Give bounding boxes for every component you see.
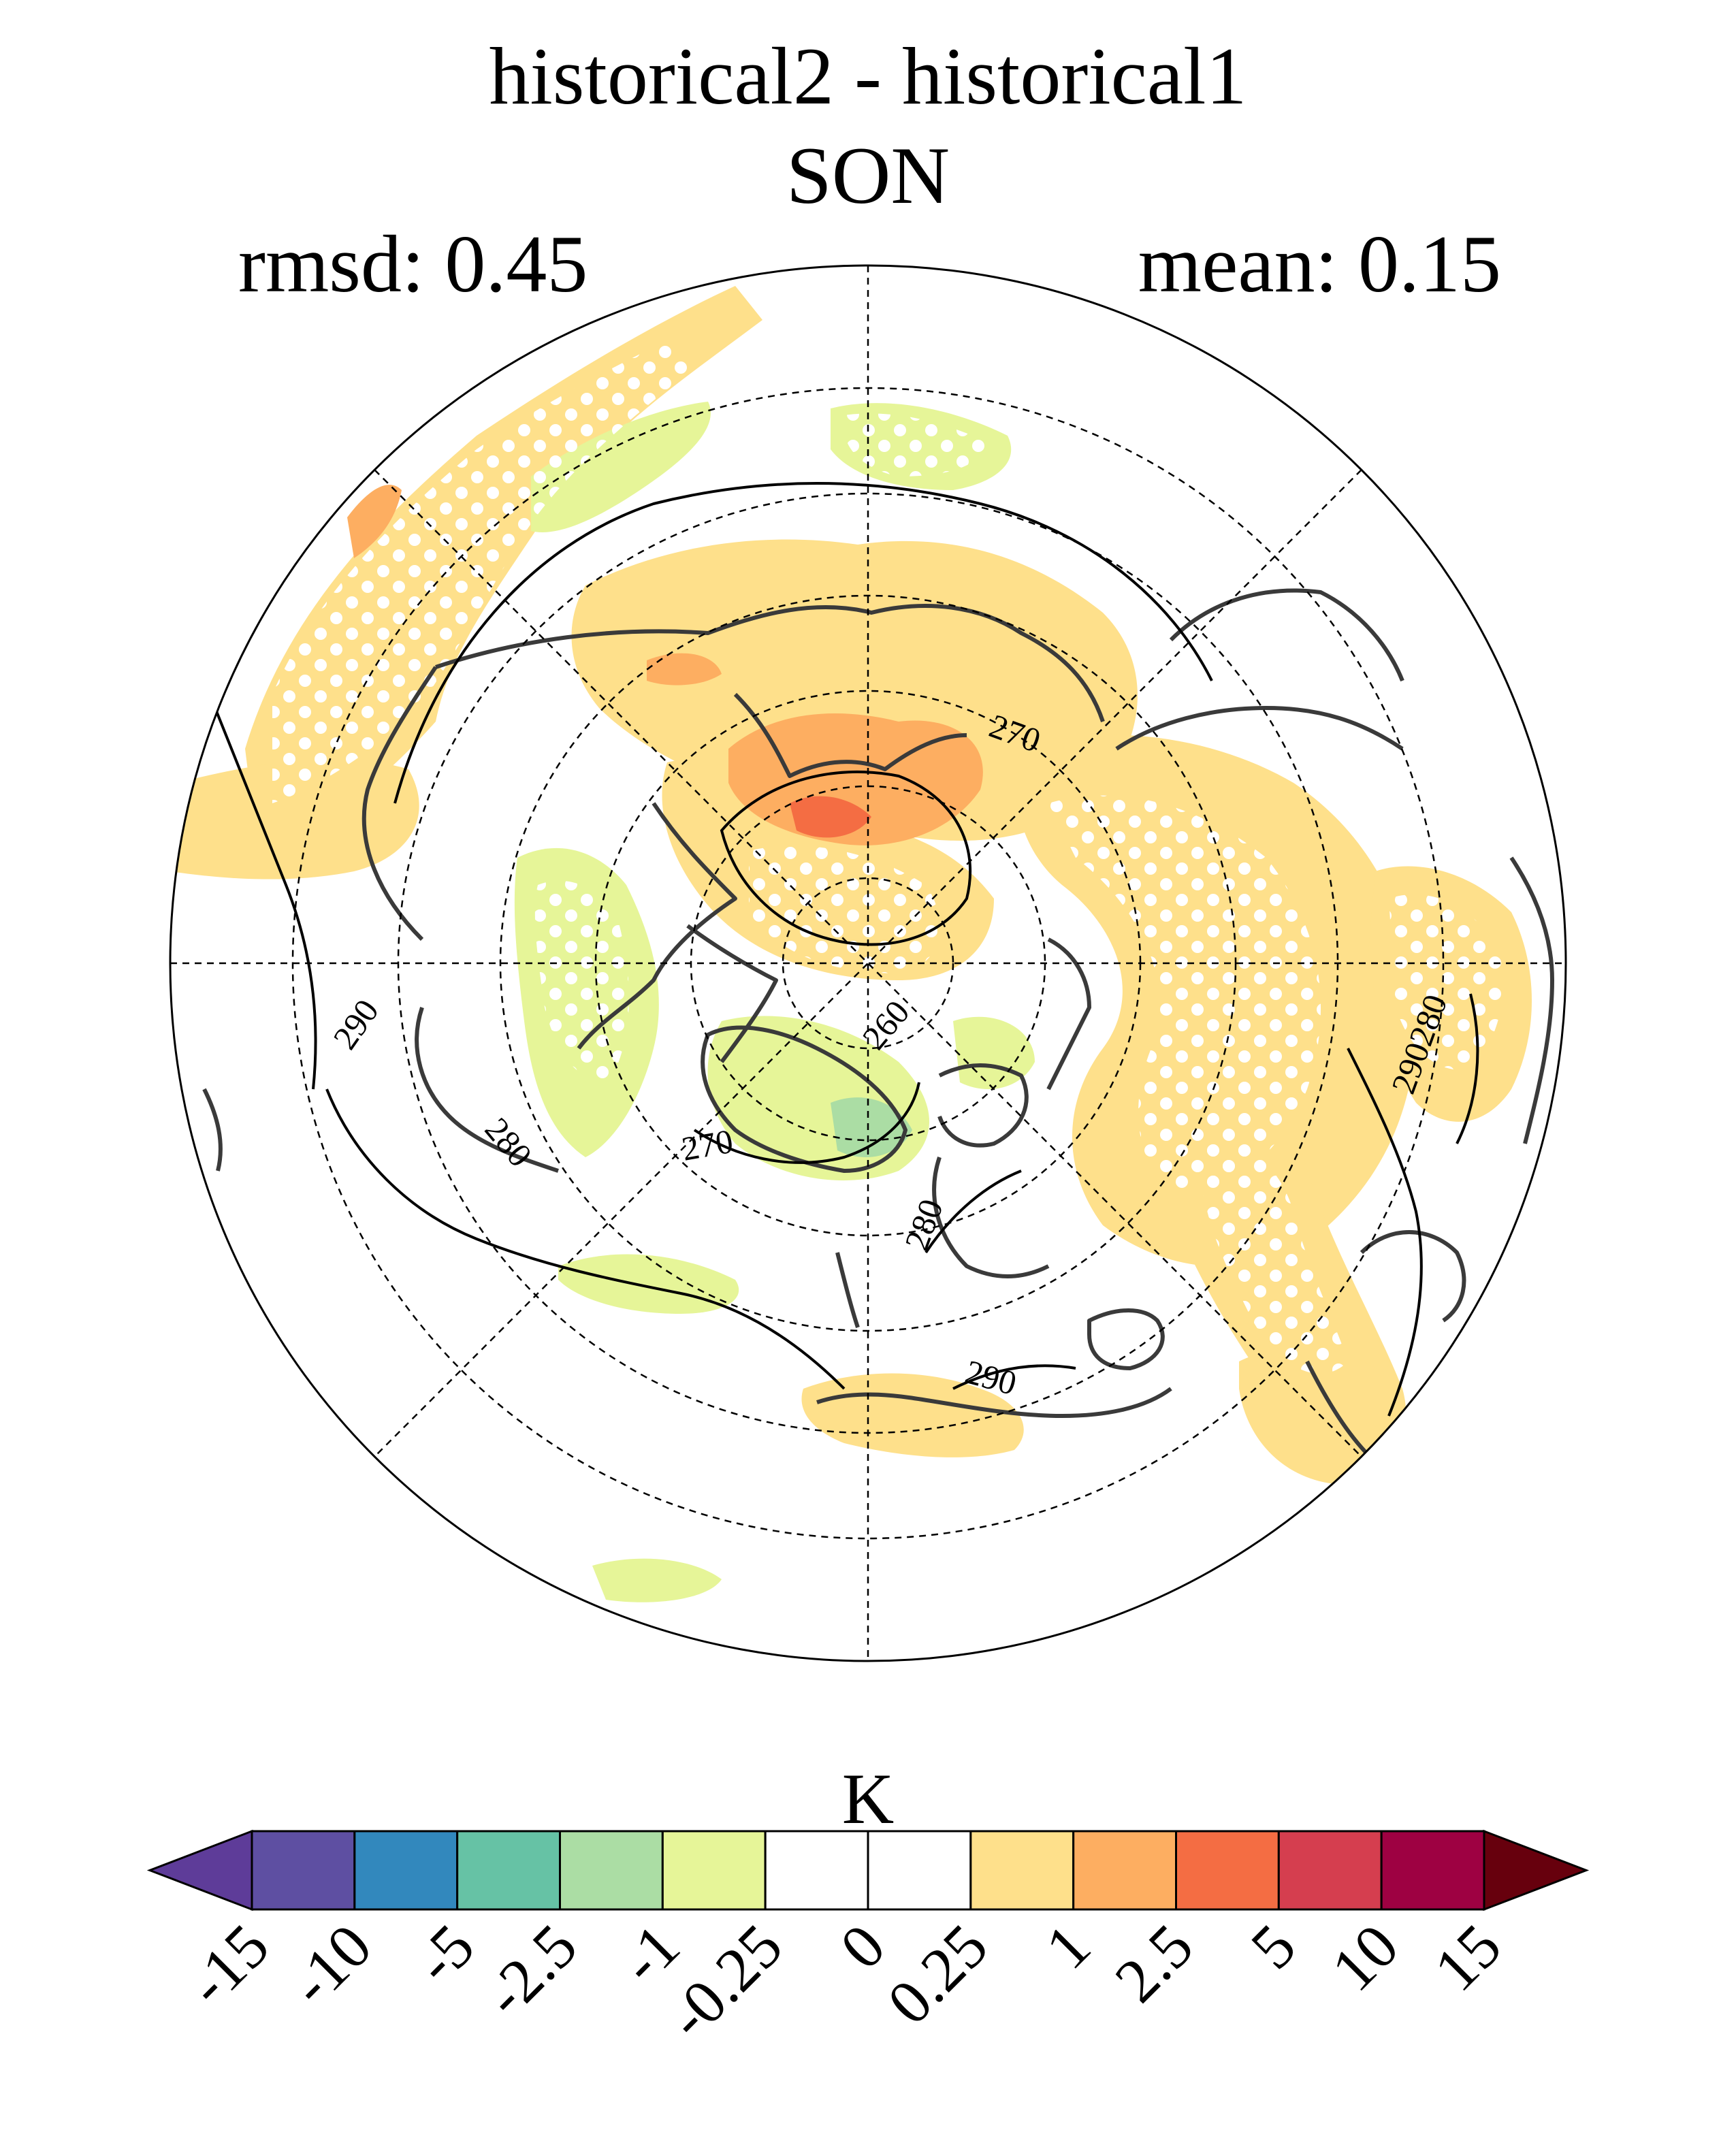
colorbar-box xyxy=(456,1830,562,1911)
cool-region-tropical-pacific xyxy=(592,1558,722,1602)
colorbar-extend-high xyxy=(1483,1829,1590,1911)
cool-region-greenland-core xyxy=(831,1097,912,1157)
colorbar-box xyxy=(764,1830,869,1911)
colorbar-box xyxy=(353,1830,459,1911)
stipple-pacific-north xyxy=(844,413,987,477)
colorbar: -15-10 -5-2.5 -1-0.25 00.25 12.5 5 10 15 xyxy=(146,1829,1590,2052)
colorbar-tick-label: 10 xyxy=(1318,1911,1411,2004)
colorbar-tick-label: -15 xyxy=(174,1911,282,2019)
colorbar-box xyxy=(251,1830,356,1911)
colorbar-box xyxy=(1072,1830,1177,1911)
colorbar-tick-label: 5 xyxy=(1238,1911,1309,1982)
map-title: historical2 - historical1 xyxy=(489,31,1247,121)
colorbar-box xyxy=(661,1830,767,1911)
warm-spot-arctic xyxy=(647,653,722,685)
stipple-east-asia xyxy=(1389,894,1503,1070)
anomaly-field xyxy=(170,265,1566,1661)
colorbar-box xyxy=(1380,1830,1485,1911)
colorbar-box xyxy=(1175,1830,1280,1911)
colorbar-tick-label: 2.5 xyxy=(1102,1911,1206,2015)
cool-region-atlantic xyxy=(558,1254,739,1314)
stipple-south-asia xyxy=(1198,1140,1348,1374)
season-label: SON xyxy=(786,130,950,221)
colorbar-box xyxy=(867,1830,972,1911)
graticule xyxy=(170,265,1566,1661)
colorbar-extend-low xyxy=(146,1829,253,1911)
stipple-asia xyxy=(1048,795,1321,1193)
colorbar-tick-label: -10 xyxy=(276,1911,385,2019)
colorbar-units: K xyxy=(841,1759,895,1839)
warm-region-pacific-2 xyxy=(170,759,419,880)
warm-spot-pacific xyxy=(347,485,402,558)
colorbar-tick-label: -2.5 xyxy=(471,1911,590,2030)
colorbar-tick-label: 1 xyxy=(1032,1911,1104,1982)
colorbar-tick-label: -0.25 xyxy=(654,1911,796,2052)
colorbar-tick-label: 0.25 xyxy=(874,1911,1001,2037)
stipple-pacific xyxy=(272,340,694,803)
contour-label: 270 xyxy=(679,1122,736,1168)
colorbar-box xyxy=(1277,1830,1383,1911)
colorbar-tick-label: 15 xyxy=(1421,1911,1514,2004)
stipple-canada xyxy=(534,880,629,1080)
warm-peak-siberia xyxy=(790,796,871,838)
climatology-contours xyxy=(203,482,1479,1417)
colorbar-box xyxy=(969,1830,1075,1911)
mean-label: mean: 0.15 xyxy=(1138,219,1501,309)
map-boundary xyxy=(169,264,1567,1662)
stipple-arctic xyxy=(749,845,940,973)
colorbar-box xyxy=(559,1830,664,1911)
cool-region-pacific xyxy=(531,402,711,532)
rmsd-label: rmsd: 0.45 xyxy=(238,219,588,309)
colorbar-tick-label: 0 xyxy=(826,1911,898,1982)
